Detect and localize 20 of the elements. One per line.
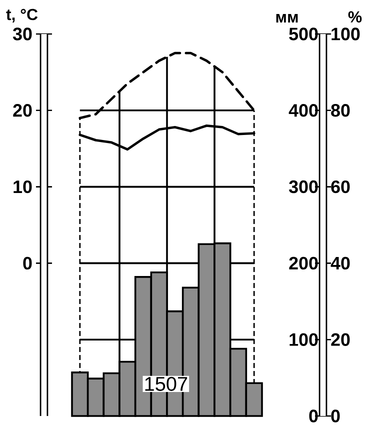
y3-tick-label: 100 — [332, 28, 360, 40]
y2-tick-label: 200 — [289, 256, 318, 270]
annotation: 1507 — [145, 376, 188, 391]
y2-axis-title: мм — [276, 14, 298, 22]
y3-tick-label: 0 — [331, 410, 340, 422]
y3-tick-label: 80 — [331, 104, 350, 117]
y-tick-label: 0 — [23, 256, 32, 270]
y2-tick-label: 500 — [289, 28, 318, 40]
y3-tick-label: 20 — [331, 333, 350, 346]
y2-tick-label: 100 — [290, 333, 318, 346]
y3-tick-label: 60 — [331, 180, 350, 194]
y3-tick-label: 40 — [330, 256, 350, 270]
y-axis-title: t, °C — [6, 8, 38, 22]
y2-tick-label: 300 — [288, 180, 318, 194]
y-tick-label: 10 — [14, 180, 32, 194]
y2-tick-label: 0 — [309, 410, 318, 422]
y-tick-label: 20 — [13, 104, 32, 117]
y3-axis-title: % — [348, 11, 362, 22]
y-tick-label: 30 — [12, 28, 32, 40]
y2-tick-label: 400 — [288, 104, 318, 117]
